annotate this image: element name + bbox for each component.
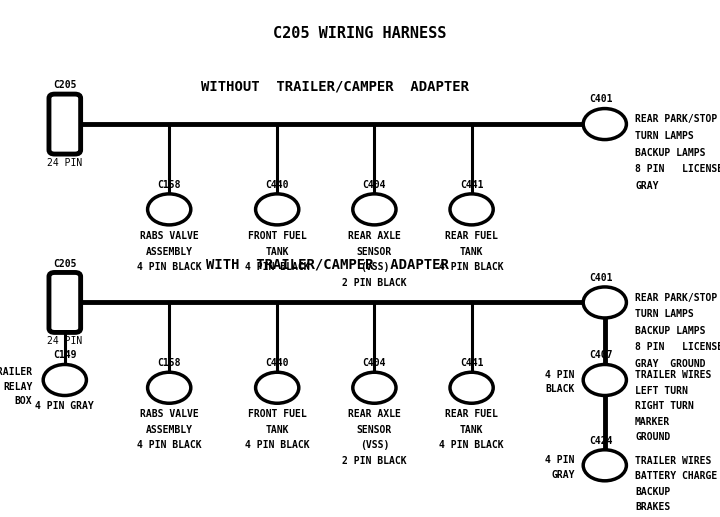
Text: TANK: TANK bbox=[266, 247, 289, 256]
Circle shape bbox=[148, 194, 191, 225]
Text: (VSS): (VSS) bbox=[360, 262, 389, 272]
Text: C401: C401 bbox=[590, 95, 613, 104]
Text: RIGHT TURN: RIGHT TURN bbox=[635, 401, 694, 412]
Text: 2 PIN BLACK: 2 PIN BLACK bbox=[342, 278, 407, 287]
Text: RELAY: RELAY bbox=[3, 382, 32, 392]
Text: MARKER: MARKER bbox=[635, 417, 670, 427]
Text: SENSOR: SENSOR bbox=[357, 425, 392, 435]
Text: ASSEMBLY: ASSEMBLY bbox=[145, 425, 193, 435]
Text: 24 PIN: 24 PIN bbox=[48, 336, 82, 346]
Text: WITHOUT  TRAILER/CAMPER  ADAPTER: WITHOUT TRAILER/CAMPER ADAPTER bbox=[201, 79, 469, 93]
Text: SENSOR: SENSOR bbox=[357, 247, 392, 256]
Text: REAR FUEL: REAR FUEL bbox=[445, 231, 498, 241]
Text: FRONT FUEL: FRONT FUEL bbox=[248, 409, 307, 419]
Text: TRAILER WIRES: TRAILER WIRES bbox=[635, 370, 711, 381]
Circle shape bbox=[583, 109, 626, 140]
Text: 4 PIN: 4 PIN bbox=[545, 370, 575, 380]
Text: FRONT FUEL: FRONT FUEL bbox=[248, 231, 307, 241]
Text: REAR FUEL: REAR FUEL bbox=[445, 409, 498, 419]
Text: GRAY: GRAY bbox=[635, 180, 659, 191]
Text: C158: C158 bbox=[158, 358, 181, 368]
Text: REAR PARK/STOP: REAR PARK/STOP bbox=[635, 293, 717, 303]
Text: TANK: TANK bbox=[266, 425, 289, 435]
Text: C440: C440 bbox=[266, 358, 289, 368]
Text: BACKUP LAMPS: BACKUP LAMPS bbox=[635, 326, 706, 336]
Text: C407: C407 bbox=[590, 351, 613, 360]
Text: 8 PIN   LICENSE LAMPS: 8 PIN LICENSE LAMPS bbox=[635, 342, 720, 353]
Text: 4 PIN BLACK: 4 PIN BLACK bbox=[245, 262, 310, 272]
Text: TRAILER WIRES: TRAILER WIRES bbox=[635, 455, 711, 466]
Text: C205: C205 bbox=[53, 81, 76, 90]
Text: GRAY: GRAY bbox=[551, 469, 575, 480]
Text: LEFT TURN: LEFT TURN bbox=[635, 386, 688, 396]
Text: 4 PIN BLACK: 4 PIN BLACK bbox=[439, 440, 504, 450]
Text: TURN LAMPS: TURN LAMPS bbox=[635, 309, 694, 320]
Circle shape bbox=[256, 194, 299, 225]
Text: BOX: BOX bbox=[15, 396, 32, 406]
Text: 4 PIN BLACK: 4 PIN BLACK bbox=[137, 262, 202, 272]
Text: 4 PIN BLACK: 4 PIN BLACK bbox=[137, 440, 202, 450]
FancyBboxPatch shape bbox=[49, 94, 81, 154]
Text: TURN LAMPS: TURN LAMPS bbox=[635, 131, 694, 141]
Text: 4 PIN BLACK: 4 PIN BLACK bbox=[439, 262, 504, 272]
Text: C424: C424 bbox=[590, 436, 613, 446]
Circle shape bbox=[43, 364, 86, 396]
Text: C205: C205 bbox=[53, 259, 76, 269]
Text: C158: C158 bbox=[158, 180, 181, 190]
Circle shape bbox=[583, 450, 626, 481]
Text: 24 PIN: 24 PIN bbox=[48, 158, 82, 168]
Text: (VSS): (VSS) bbox=[360, 440, 389, 450]
Text: C205 WIRING HARNESS: C205 WIRING HARNESS bbox=[274, 26, 446, 41]
Text: REAR PARK/STOP: REAR PARK/STOP bbox=[635, 114, 717, 125]
Circle shape bbox=[256, 372, 299, 403]
Text: C440: C440 bbox=[266, 180, 289, 190]
Circle shape bbox=[353, 194, 396, 225]
Circle shape bbox=[583, 287, 626, 318]
Text: C404: C404 bbox=[363, 180, 386, 190]
Text: C401: C401 bbox=[590, 273, 613, 283]
Text: C149: C149 bbox=[53, 351, 76, 360]
Text: C441: C441 bbox=[460, 358, 483, 368]
Text: GRAY  GROUND: GRAY GROUND bbox=[635, 359, 706, 369]
Text: 4 PIN: 4 PIN bbox=[545, 455, 575, 465]
Text: GROUND: GROUND bbox=[635, 432, 670, 443]
Text: RABS VALVE: RABS VALVE bbox=[140, 409, 199, 419]
FancyBboxPatch shape bbox=[49, 272, 81, 332]
Circle shape bbox=[148, 372, 191, 403]
Circle shape bbox=[583, 364, 626, 396]
Text: 4 PIN GRAY: 4 PIN GRAY bbox=[35, 401, 94, 410]
Text: 4 PIN BLACK: 4 PIN BLACK bbox=[245, 440, 310, 450]
Text: 8 PIN   LICENSE LAMPS: 8 PIN LICENSE LAMPS bbox=[635, 164, 720, 174]
Text: TRAILER: TRAILER bbox=[0, 367, 32, 377]
Text: BLACK: BLACK bbox=[545, 384, 575, 394]
Text: TANK: TANK bbox=[460, 247, 483, 256]
Text: 2 PIN BLACK: 2 PIN BLACK bbox=[342, 456, 407, 466]
Text: REAR AXLE: REAR AXLE bbox=[348, 409, 401, 419]
Text: BATTERY CHARGE: BATTERY CHARGE bbox=[635, 471, 717, 481]
Text: C441: C441 bbox=[460, 180, 483, 190]
Text: RABS VALVE: RABS VALVE bbox=[140, 231, 199, 241]
Text: TANK: TANK bbox=[460, 425, 483, 435]
Text: C404: C404 bbox=[363, 358, 386, 368]
Circle shape bbox=[450, 194, 493, 225]
Text: BACKUP LAMPS: BACKUP LAMPS bbox=[635, 147, 706, 158]
Text: REAR AXLE: REAR AXLE bbox=[348, 231, 401, 241]
Text: ASSEMBLY: ASSEMBLY bbox=[145, 247, 193, 256]
Circle shape bbox=[353, 372, 396, 403]
Text: WITH  TRAILER/CAMPER  ADAPTER: WITH TRAILER/CAMPER ADAPTER bbox=[206, 257, 449, 271]
Circle shape bbox=[450, 372, 493, 403]
Text: BACKUP: BACKUP bbox=[635, 486, 670, 497]
Text: BRAKES: BRAKES bbox=[635, 502, 670, 512]
